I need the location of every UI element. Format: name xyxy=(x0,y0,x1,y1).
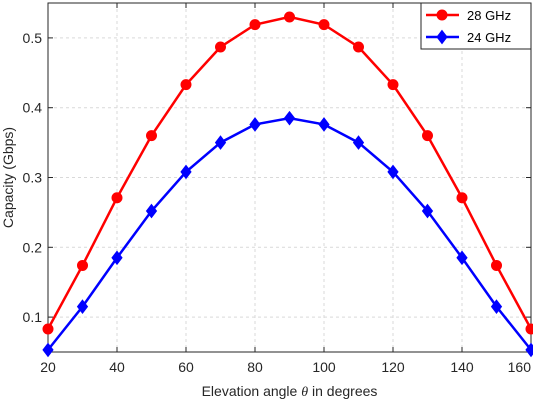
data-point-28-ghz xyxy=(249,19,261,31)
data-point-28-ghz xyxy=(42,323,54,335)
data-point-28-ghz xyxy=(180,79,192,91)
x-axis-title: Elevation angle θ in degrees xyxy=(202,383,378,400)
legend-label-28-ghz: 28 GHz xyxy=(467,8,511,23)
data-point-28-ghz xyxy=(387,79,399,91)
x-tick-label: 80 xyxy=(247,359,263,375)
y-axis-title: Capacity (Gbps) xyxy=(0,127,16,228)
legend-marker-28-ghz xyxy=(436,9,448,21)
data-point-24-ghz xyxy=(283,110,296,126)
data-point-28-ghz xyxy=(525,323,533,335)
data-point-24-ghz xyxy=(490,299,503,314)
x-tick-label: 20 xyxy=(40,359,56,375)
legend: 28 GHz 24 GHz xyxy=(420,2,532,50)
data-point-28-ghz xyxy=(318,19,330,31)
x-tick-label: 140 xyxy=(450,359,474,375)
series-line-24-ghz xyxy=(47,116,532,351)
axis-ticks: 20 40 60 80 100 120 140 160 0.1 0.2 0.3 0.4 0.5 xyxy=(23,3,532,375)
data-point-24-ghz xyxy=(318,117,330,132)
series-24-ghz xyxy=(42,110,533,358)
data-point-28-ghz xyxy=(111,192,123,204)
y-tick-label: 0.5 xyxy=(23,30,43,46)
data-point-28-ghz xyxy=(422,130,433,142)
y-tick-label: 0.4 xyxy=(23,100,43,116)
data-point-24-ghz xyxy=(525,342,533,358)
data-point-24-ghz xyxy=(421,203,434,219)
y-tick-label: 0.3 xyxy=(23,170,43,186)
data-point-24-ghz xyxy=(145,203,158,219)
data-point-24-ghz xyxy=(214,135,227,150)
data-point-24-ghz xyxy=(111,250,123,266)
x-tick-label: 160 xyxy=(508,359,532,375)
series-layer xyxy=(42,11,533,358)
legend-marker-24-ghz xyxy=(436,29,448,45)
data-point-28-ghz xyxy=(456,192,468,204)
data-point-24-ghz xyxy=(180,164,192,180)
data-point-24-ghz xyxy=(456,250,468,266)
series-28-ghz xyxy=(42,11,533,335)
series-line-28-ghz xyxy=(46,15,533,330)
x-tick-label: 120 xyxy=(381,359,405,375)
legend-label-24-ghz: 24 GHz xyxy=(467,30,511,45)
data-point-28-ghz xyxy=(491,259,502,271)
data-point-24-ghz xyxy=(42,342,54,358)
x-tick-label: 40 xyxy=(109,359,125,375)
data-point-24-ghz xyxy=(249,117,261,132)
data-point-28-ghz xyxy=(353,41,364,53)
x-tick-label: 100 xyxy=(312,359,336,375)
data-point-28-ghz xyxy=(77,259,88,271)
data-point-24-ghz xyxy=(352,135,365,150)
x-axis-title-prefix: Elevation angle xyxy=(202,383,302,399)
data-point-28-ghz xyxy=(284,11,295,23)
data-point-28-ghz xyxy=(146,130,157,142)
x-tick-label: 60 xyxy=(178,359,194,375)
data-point-24-ghz xyxy=(76,299,89,314)
x-axis-title-suffix: in degrees xyxy=(308,383,377,399)
x-axis-title-symbol: θ xyxy=(301,385,308,400)
y-tick-label: 0.2 xyxy=(23,239,43,255)
data-point-24-ghz xyxy=(387,164,399,180)
grid xyxy=(48,3,531,352)
data-point-28-ghz xyxy=(215,41,226,53)
y-tick-label: 0.1 xyxy=(23,309,43,325)
